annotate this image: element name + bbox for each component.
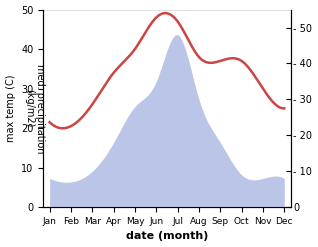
X-axis label: date (month): date (month) <box>126 231 208 242</box>
Y-axis label: max temp (C): max temp (C) <box>5 75 16 142</box>
Y-axis label: med. precipitation
(kg/m2): med. precipitation (kg/m2) <box>24 64 45 153</box>
